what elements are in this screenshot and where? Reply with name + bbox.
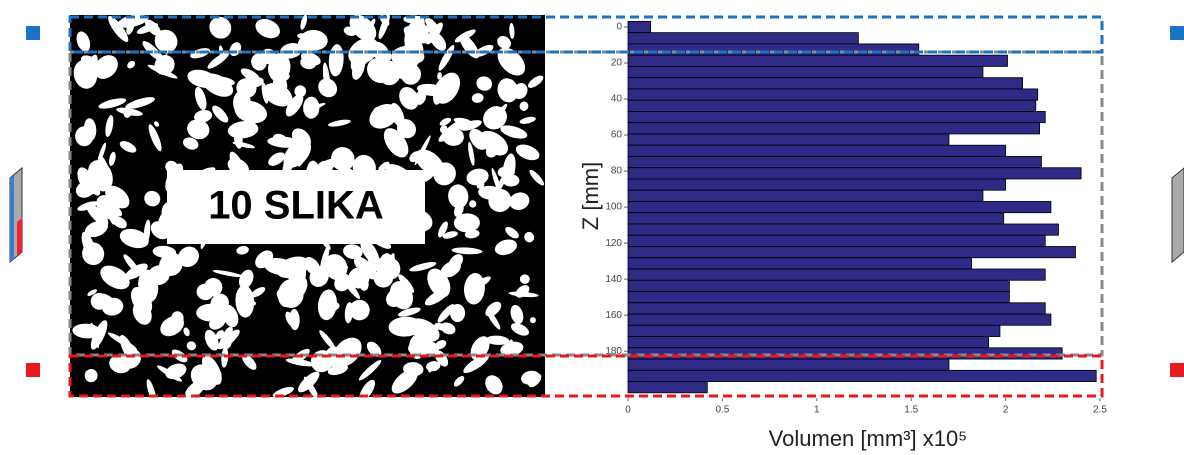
- bar: [628, 292, 1009, 303]
- bar: [628, 123, 1040, 134]
- bar: [628, 325, 1000, 336]
- x-tick-label: 2: [1003, 405, 1009, 416]
- bar: [628, 66, 983, 77]
- bar: [628, 134, 949, 145]
- x-tick-label: 1.5: [904, 405, 918, 416]
- bar: [628, 303, 1045, 314]
- bar: [628, 314, 1051, 325]
- y-tick-label: 140: [605, 274, 622, 285]
- image-label: 10 SLIKA: [208, 184, 384, 228]
- bar: [628, 201, 1051, 212]
- bar: [628, 190, 983, 201]
- bar: [628, 337, 989, 348]
- x-axis-title: Volumen [mm³] x10⁵: [769, 426, 968, 451]
- bar: [628, 370, 1096, 381]
- bar: [628, 213, 1004, 224]
- blue-marker: [26, 26, 40, 40]
- y-tick-label: 80: [611, 166, 623, 177]
- x-tick-label: 1: [814, 405, 820, 416]
- bar: [628, 168, 1081, 179]
- bar: [628, 100, 1036, 111]
- sample-icon: [10, 168, 22, 262]
- y-tick-label: 0: [616, 22, 622, 33]
- x-tick-label: 0.5: [715, 405, 729, 416]
- y-tick-label: 160: [605, 310, 622, 321]
- red-marker: [1170, 363, 1184, 377]
- bar: [628, 145, 1006, 156]
- bar: [628, 359, 949, 370]
- bar: [628, 111, 1045, 122]
- bar: [628, 21, 651, 32]
- y-tick-label: 40: [611, 94, 623, 105]
- bar: [628, 382, 707, 393]
- bar: [628, 280, 1009, 291]
- sample-icon: [1172, 168, 1184, 262]
- bar: [628, 89, 1038, 100]
- bar: [628, 258, 972, 269]
- x-tick-label: 0: [625, 405, 631, 416]
- y-tick-label: 60: [611, 130, 623, 141]
- y-tick-label: 120: [605, 238, 622, 249]
- blue-marker: [1170, 26, 1184, 40]
- bar: [628, 224, 1058, 235]
- bar: [628, 246, 1075, 257]
- red-marker: [26, 363, 40, 377]
- bar: [628, 33, 858, 44]
- bar: [628, 55, 1007, 66]
- x-tick-label: 2.5: [1093, 405, 1107, 416]
- y-tick-label: 100: [605, 202, 622, 213]
- figure: 10 SLIKA Z [mm] Volumen [mm³] x10⁵ 02040…: [0, 0, 1184, 455]
- bar: [628, 78, 1023, 89]
- bar: [628, 235, 1045, 246]
- y-axis-title: Z [mm]: [578, 162, 603, 230]
- bar: [628, 156, 1041, 167]
- bar: [628, 179, 1006, 190]
- bar: [628, 269, 1045, 280]
- y-tick-label: 20: [611, 58, 623, 69]
